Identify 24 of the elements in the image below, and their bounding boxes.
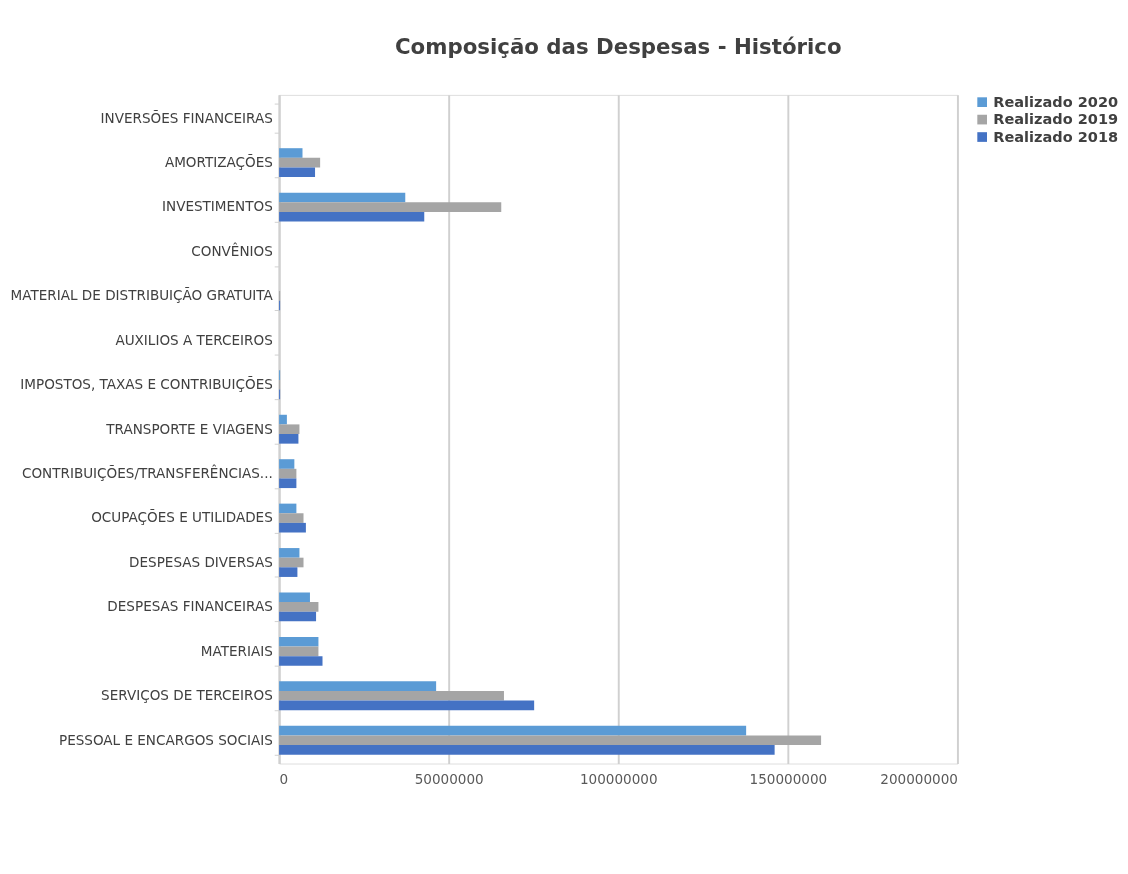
y-tick-label: DESPESAS DIVERSAS [129,553,273,570]
y-tick-label: CONTRIBUIÇÕES/TRANSFERÊNCIAS... [21,464,273,481]
y-tick-label: DESPESAS FINANCEIRAS [107,598,273,615]
legend-label: Realizado 2020 [993,93,1119,110]
y-tick-label: CONVÊNIOS [191,241,273,259]
y-tick-label: PESSOAL E ENCARGOS SOCIAIS [58,731,273,748]
x-tick-label: 0 [279,771,289,788]
y-tick-label: INVERSÕES FINANCEIRAS [100,109,273,126]
x-tick-label: 200000000 [880,771,958,788]
x-tick-label: 150000000 [749,771,828,788]
y-tick-label: AMORTIZAÇÕES [164,154,273,170]
y-tick-label: MATERIAIS [200,642,273,659]
legend-label: Realizado 2018 [993,128,1119,145]
y-tick-label: MATERIAL DE DISTRIBUIÇÃO GRATUITA [10,287,274,304]
y-tick-label: SERVIÇOS DE TERCEIROS [101,687,273,704]
y-tick-label: IMPOSTOS, TAXAS E CONTRIBUIÇÕES [20,376,273,393]
y-tick-label: OCUPAÇÕES E UTILIDADES [91,509,273,526]
chart-title: Composição das Despesas - Histórico [394,34,842,60]
x-tick-label: 50000000 [414,771,484,788]
y-tick-label: AUXILIOS A TERCEIROS [115,331,273,348]
y-tick-label: INVESTIMENTOS [162,198,273,215]
y-tick-label: TRANSPORTE E VIAGENS [105,420,273,437]
legend-label: Realizado 2019 [993,111,1119,128]
x-tick-label: 100000000 [579,771,658,788]
